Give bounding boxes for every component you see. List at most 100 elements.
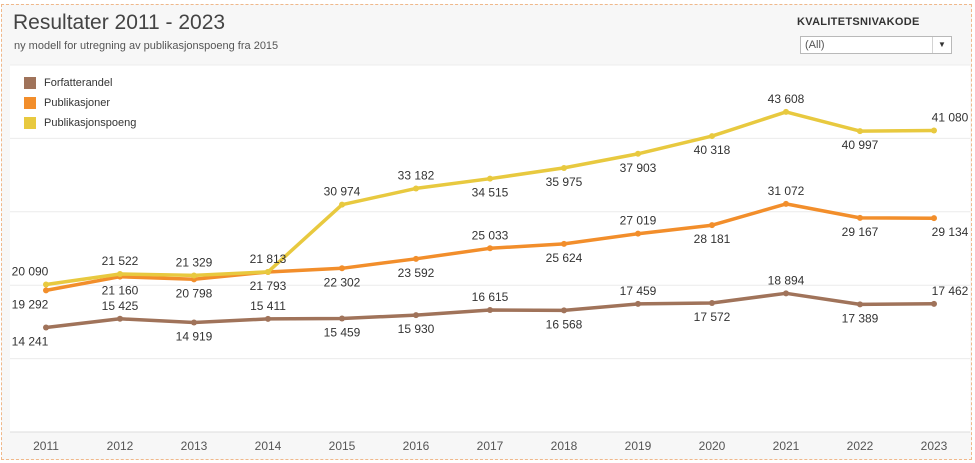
kvalitetsnivakode-dropdown[interactable]: (All) ▼: [800, 36, 952, 54]
data-label: 20 798: [176, 286, 213, 300]
data-label: 16 568: [546, 317, 583, 331]
data-label: 14 241: [12, 334, 49, 348]
data-point: [931, 300, 937, 307]
x-tick-label: 2023: [921, 439, 948, 453]
x-tick-label: 2018: [551, 439, 578, 453]
data-label: 33 182: [398, 168, 435, 182]
data-point: [413, 255, 419, 262]
data-label: 14 919: [176, 329, 213, 343]
data-point: [265, 268, 271, 275]
x-tick-label: 2015: [329, 439, 356, 453]
data-label: 22 302: [324, 275, 361, 289]
data-point: [413, 185, 419, 192]
data-label: 23 592: [398, 266, 435, 280]
x-tick-label: 2011: [33, 439, 59, 453]
x-tick-label: 2022: [847, 439, 874, 453]
data-label: 25 624: [546, 251, 583, 265]
legend-label: Forfatterandel: [44, 77, 113, 89]
x-tick-label: 2013: [181, 439, 208, 453]
data-point: [931, 127, 937, 134]
x-tick-label: 2020: [699, 439, 726, 453]
data-point: [561, 307, 567, 314]
data-label: 37 903: [620, 161, 657, 175]
data-point: [117, 271, 123, 278]
legend-label: Publikasjonspoeng: [44, 117, 137, 129]
x-tick-label: 2019: [625, 439, 652, 453]
chevron-down-icon[interactable]: ▼: [932, 37, 951, 53]
data-point: [43, 281, 49, 288]
data-point: [635, 230, 641, 237]
data-point: [709, 133, 715, 140]
data-label: 15 930: [398, 322, 435, 336]
data-point: [783, 200, 789, 207]
data-label: 20 090: [12, 265, 49, 279]
data-label: 15 411: [250, 299, 286, 313]
x-tick-label: 2017: [477, 439, 504, 453]
data-label: 27 019: [620, 214, 657, 228]
data-label: 19 292: [12, 297, 49, 311]
data-point: [487, 175, 493, 182]
data-point: [43, 287, 49, 294]
data-point: [709, 300, 715, 307]
legend-swatch: [24, 77, 36, 89]
legend-item[interactable]: Publikasjoner: [24, 93, 136, 113]
data-label: 17 389: [842, 311, 879, 325]
data-point: [857, 128, 863, 135]
data-label: 29 167: [842, 225, 879, 239]
data-label: 15 425: [102, 299, 139, 313]
data-point: [783, 290, 789, 297]
data-label: 30 974: [324, 185, 361, 199]
page-subtitle: ny modell for utregning av publikasjonsp…: [14, 40, 279, 52]
data-point: [561, 240, 567, 247]
data-point: [265, 315, 271, 322]
data-point: [339, 265, 345, 272]
x-tick-label: 2021: [773, 439, 800, 453]
data-point: [561, 164, 567, 171]
data-point: [635, 150, 641, 157]
data-point: [191, 272, 197, 279]
legend-item[interactable]: Forfatterandel: [24, 73, 136, 93]
data-label: 34 515: [472, 186, 509, 200]
data-label: 21 160: [102, 284, 139, 298]
legend-item[interactable]: Publikasjonspoeng: [24, 113, 136, 133]
x-tick-label: 2016: [403, 439, 430, 453]
data-point: [339, 201, 345, 208]
data-label: 15 459: [324, 326, 361, 340]
legend-swatch: [24, 117, 36, 129]
data-point: [857, 214, 863, 221]
legend-label: Publikasjoner: [44, 97, 111, 109]
filter-selected-value: (All): [805, 39, 825, 51]
data-point: [931, 215, 937, 222]
data-point: [117, 315, 123, 322]
data-point: [413, 312, 419, 319]
data-point: [487, 245, 493, 252]
data-point: [635, 300, 641, 307]
data-point: [783, 108, 789, 115]
data-point: [487, 307, 493, 314]
data-label: 18 894: [768, 273, 805, 287]
filter-label: KVALITETSNIVAKODE: [797, 16, 920, 28]
data-label: 21 329: [176, 255, 213, 269]
data-label: 25 033: [472, 228, 509, 242]
data-label: 21 522: [102, 254, 139, 268]
data-point: [709, 222, 715, 229]
data-label: 16 615: [472, 290, 509, 304]
page-title: Resultater 2011 - 2023: [13, 11, 226, 34]
x-tick-label: 2014: [255, 439, 282, 453]
data-label: 21 793: [250, 279, 287, 293]
data-point: [857, 301, 863, 308]
data-label: 41 080: [932, 110, 969, 124]
data-label: 28 181: [694, 232, 731, 246]
data-label: 21 813: [250, 252, 287, 266]
data-label: 17 462: [932, 284, 969, 298]
data-label: 17 572: [694, 310, 731, 324]
x-tick-label: 2012: [107, 439, 134, 453]
data-point: [43, 324, 49, 331]
data-label: 35 975: [546, 175, 583, 189]
data-label: 40 997: [842, 138, 879, 152]
data-point: [191, 319, 197, 326]
chart-legend: Forfatterandel Publikasjoner Publikasjonsp…: [24, 73, 136, 133]
data-label: 43 608: [768, 92, 805, 106]
data-label: 29 134: [932, 225, 969, 239]
